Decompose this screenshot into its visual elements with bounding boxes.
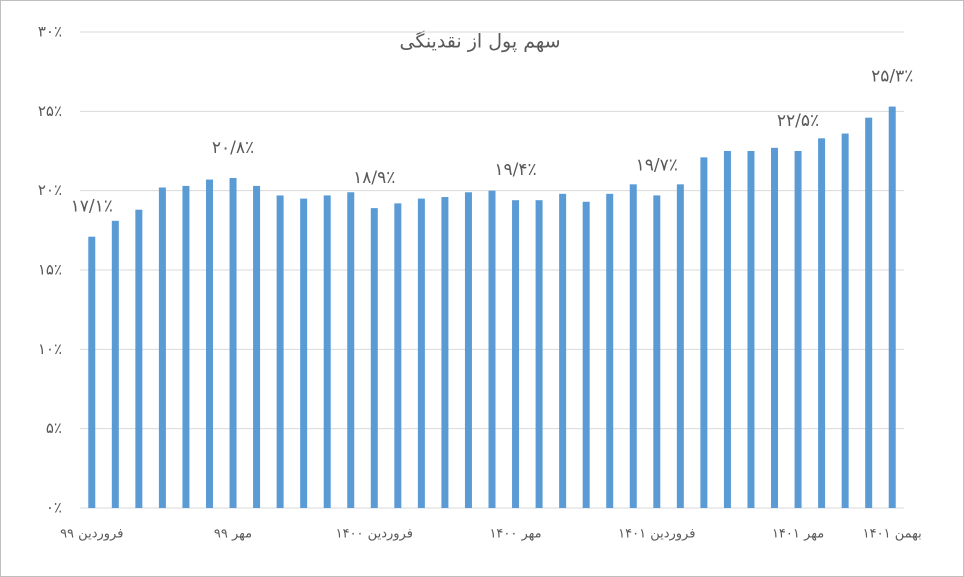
bar <box>841 133 849 508</box>
y-tick-label: ۲۰٪ <box>38 181 62 199</box>
value-label: ۲۰/۸٪ <box>212 138 254 158</box>
bar <box>394 203 402 509</box>
x-tick-label: فروردین ۱۴۰۱ <box>618 527 695 542</box>
y-tick-label: ۱۵٪ <box>38 261 62 279</box>
bar <box>253 185 261 508</box>
value-label: ۱۹/۷٪ <box>636 155 678 175</box>
bar <box>582 201 590 509</box>
bar <box>488 190 496 508</box>
bar <box>653 195 661 508</box>
bar <box>464 192 472 508</box>
y-tick-label: ۵٪ <box>46 419 62 437</box>
value-label: ۱۹/۴٪ <box>494 160 536 180</box>
bar <box>676 184 684 508</box>
bar <box>370 208 378 508</box>
bar <box>417 198 425 508</box>
value-label: ۱۷/۱٪ <box>71 197 113 217</box>
chart-title: سهم پول از نقدینگی <box>399 30 560 53</box>
x-tick-label: بهمن ۱۴۰۱ <box>863 527 922 542</box>
bar <box>347 192 355 508</box>
bar <box>135 209 143 508</box>
bar <box>865 117 873 509</box>
value-label: ۱۸/۹٪ <box>353 168 395 188</box>
x-tick-label: مهر ۱۴۰۱ <box>772 527 824 542</box>
bar <box>535 200 543 509</box>
x-tick-label: فروردین ۹۹ <box>60 527 123 542</box>
bar <box>794 151 802 508</box>
bar <box>182 185 190 508</box>
y-tick-label: ۱۰٪ <box>38 340 62 358</box>
bar <box>818 138 826 508</box>
bar <box>88 236 96 508</box>
bar <box>229 177 237 508</box>
bar <box>158 187 166 508</box>
bar <box>723 151 731 508</box>
y-tick-label: ۳۰٪ <box>38 23 62 41</box>
bar <box>323 195 331 508</box>
bar <box>559 193 567 508</box>
value-label: ۲۵/۳٪ <box>871 67 913 87</box>
y-tick-label: ۲۵٪ <box>38 102 62 120</box>
bar <box>606 193 614 508</box>
bar <box>700 157 708 508</box>
bar <box>205 179 213 508</box>
y-tick-label: ۰٪ <box>46 499 62 517</box>
x-tick-label: فروردین ۱۴۰۰ <box>336 527 413 542</box>
bar <box>629 184 637 508</box>
bar <box>276 195 284 508</box>
value-label: ۲۲/۵٪ <box>777 111 819 131</box>
bar <box>888 106 896 508</box>
bar <box>512 200 520 509</box>
bar <box>747 151 755 508</box>
bar <box>300 198 308 508</box>
bar <box>771 147 779 508</box>
bar <box>111 220 119 508</box>
x-tick-label: مهر ۹۹ <box>214 527 252 542</box>
x-tick-label: مهر ۱۴۰۰ <box>489 527 541 542</box>
bar <box>441 197 449 508</box>
